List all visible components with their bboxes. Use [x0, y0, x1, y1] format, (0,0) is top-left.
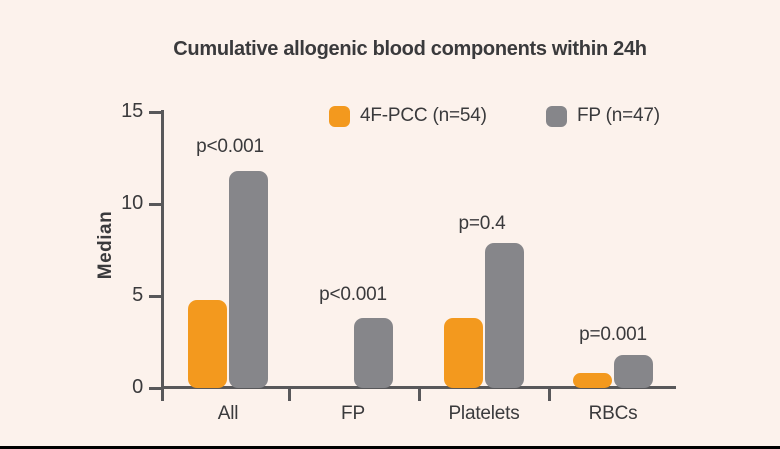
category-label-all: All — [217, 403, 239, 424]
x-tick-mark-0 — [288, 388, 291, 401]
x-axis-line — [161, 386, 676, 389]
p-value-label-rbcs: p=0.001 — [579, 324, 647, 345]
legend-label-fp: FP (n=47) — [577, 105, 660, 126]
y-tick-label-10: 10 — [121, 192, 143, 214]
legend-swatch-fp — [546, 105, 567, 127]
y-tick-label-15: 15 — [121, 100, 143, 122]
legend-label-4f-pcc: 4F-PCC (n=54) — [360, 105, 487, 126]
category-label-platelets: Platelets — [448, 403, 520, 424]
bar-fp-all — [229, 171, 268, 388]
category-label-fp: FP — [341, 403, 365, 424]
bar-4f-pcc-platelets — [444, 318, 483, 388]
x-tick-mark-2 — [548, 388, 551, 401]
p-value-label-all: p<0.001 — [196, 136, 264, 157]
legend-item-4f-pcc: 4F-PCC (n=54) — [329, 105, 487, 127]
p-value-label-fp: p<0.001 — [319, 284, 387, 305]
y-tick-label-0: 0 — [132, 376, 143, 398]
y-axis-title: Median — [95, 210, 116, 280]
bar-4f-pcc-rbcs — [573, 373, 612, 388]
category-label-rbcs: RBCs — [588, 403, 638, 424]
bar-fp-rbcs — [614, 355, 653, 388]
p-value-label-platelets: p=0.4 — [458, 213, 506, 234]
y-tick-mark-0 — [149, 387, 162, 390]
legend-item-fp: FP (n=47) — [546, 105, 660, 127]
x-tick-mark-1 — [418, 388, 421, 401]
y-tick-mark-15 — [149, 111, 162, 114]
legend-swatch-4f-pcc — [329, 105, 350, 127]
bar-fp-fp — [354, 318, 393, 388]
bottom-black-bar — [0, 446, 780, 449]
y-tick-mark-5 — [149, 295, 162, 298]
chart-title: Cumulative allogenic blood components wi… — [173, 38, 647, 60]
y-tick-mark-10 — [149, 203, 162, 206]
bar-4f-pcc-all — [188, 300, 227, 388]
bar-fp-platelets — [485, 243, 524, 388]
y-tick-label-5: 5 — [132, 284, 143, 306]
y-axis-line — [161, 110, 164, 401]
